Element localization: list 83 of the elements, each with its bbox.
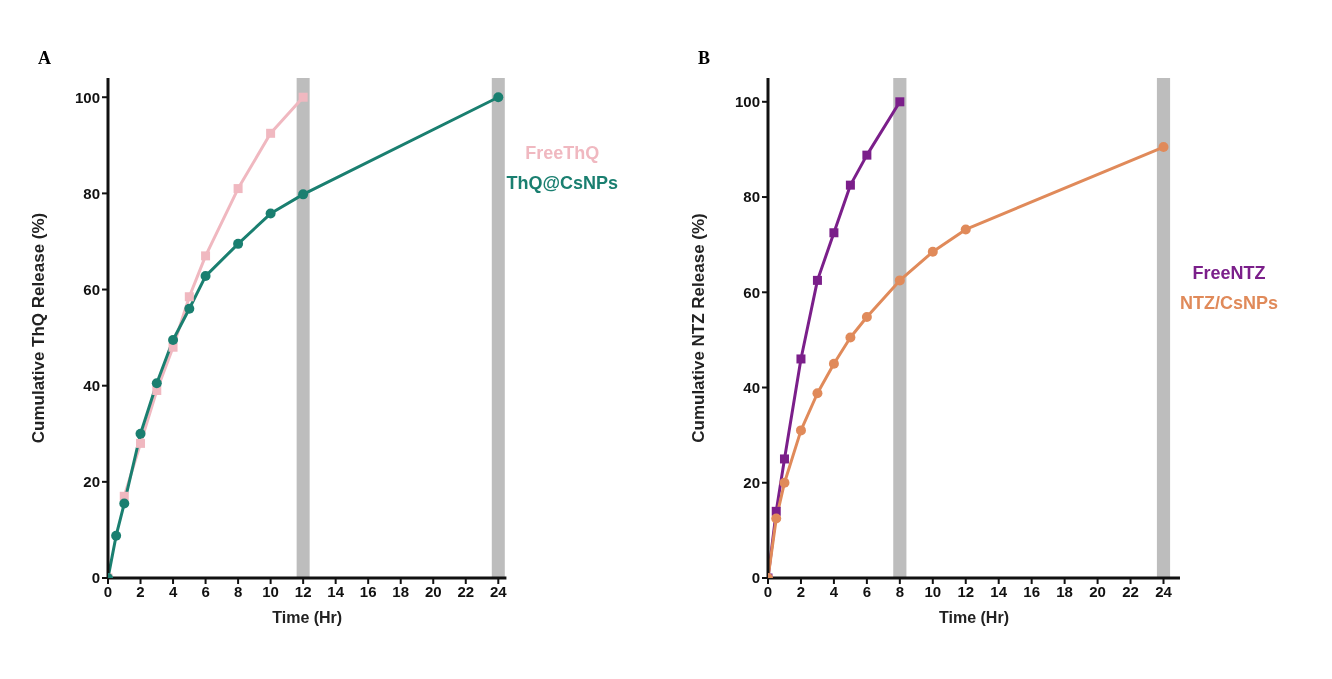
point bbox=[1158, 142, 1169, 153]
point bbox=[233, 238, 244, 249]
point bbox=[135, 428, 146, 439]
point bbox=[298, 92, 308, 102]
point bbox=[493, 92, 504, 103]
point bbox=[184, 303, 195, 314]
y-tick-label: 0 bbox=[751, 569, 760, 587]
y-axis-title: Cumulative NTZ Release (%) bbox=[689, 213, 709, 443]
text: NTZ/CsNPs bbox=[1179, 292, 1278, 315]
x-tick-label: 20 bbox=[1089, 582, 1106, 600]
x-tick-label: 2 bbox=[796, 582, 806, 600]
x-tick-label: 20 bbox=[424, 582, 442, 600]
x-axis-title: Time (Hr) bbox=[272, 609, 343, 626]
y-tick-label: 100 bbox=[734, 93, 760, 111]
point bbox=[168, 335, 179, 346]
x-tick-label: 22 bbox=[1122, 582, 1139, 600]
x-tick-label: 6 bbox=[862, 582, 872, 600]
text: FreeThQ bbox=[524, 142, 601, 165]
x-tick-label: 12 bbox=[294, 582, 312, 600]
x-tick-label: 0 bbox=[103, 582, 113, 600]
y-tick-label: 0 bbox=[91, 569, 100, 587]
point bbox=[200, 271, 211, 282]
point bbox=[845, 332, 856, 343]
x-tick-label: 8 bbox=[233, 582, 243, 600]
y-tick-label: 60 bbox=[743, 283, 760, 301]
point bbox=[298, 189, 309, 200]
point bbox=[119, 498, 130, 509]
x-tick-label: 16 bbox=[359, 582, 377, 600]
point bbox=[812, 275, 822, 285]
y-axis-title: Cumulative ThQ Release (%) bbox=[29, 212, 49, 444]
x-tick-label: 10 bbox=[262, 582, 279, 600]
x-tick-label: 6 bbox=[201, 582, 210, 600]
point bbox=[895, 97, 905, 107]
x-tick-label: 4 bbox=[168, 582, 178, 600]
y-tick-label: 80 bbox=[83, 184, 100, 202]
x-tick-label: 8 bbox=[895, 582, 905, 600]
chart-title: A bbox=[38, 48, 51, 69]
point bbox=[771, 513, 782, 524]
text: ThQ@CsNPs bbox=[506, 172, 618, 195]
x-axis-title: Time (Hr) bbox=[939, 609, 1009, 626]
point bbox=[779, 477, 790, 488]
x-tick-label: 14 bbox=[990, 582, 1008, 600]
x-tick-label: 0 bbox=[763, 582, 773, 600]
y-tick-label: 40 bbox=[743, 378, 760, 396]
x-tick-label: 12 bbox=[957, 582, 975, 600]
point bbox=[828, 358, 839, 369]
x-tick-label: 10 bbox=[924, 582, 942, 600]
point bbox=[111, 530, 122, 541]
point bbox=[151, 378, 162, 389]
point bbox=[233, 184, 243, 194]
x-tick-label: 24 bbox=[1155, 582, 1173, 600]
text: FreeNTZ bbox=[1191, 262, 1267, 285]
x-tick-label: 22 bbox=[457, 582, 475, 600]
point bbox=[184, 292, 194, 302]
point bbox=[894, 275, 905, 286]
y-tick-label: 20 bbox=[83, 473, 100, 491]
x-tick-label: 16 bbox=[1023, 582, 1041, 600]
y-tick-label: 20 bbox=[743, 474, 760, 492]
x-tick-label: 14 bbox=[327, 582, 345, 600]
y-tick-label: 40 bbox=[83, 377, 100, 395]
x-tick-label: 18 bbox=[392, 582, 410, 600]
point bbox=[136, 438, 146, 448]
x-tick-label: 24 bbox=[489, 582, 508, 600]
point bbox=[927, 246, 938, 257]
point bbox=[861, 312, 872, 323]
point bbox=[796, 354, 806, 364]
x-tick-label: 18 bbox=[1056, 582, 1073, 600]
point bbox=[862, 150, 872, 160]
point bbox=[812, 388, 823, 399]
point bbox=[960, 224, 971, 235]
point bbox=[265, 208, 276, 219]
point bbox=[795, 425, 806, 436]
y-tick-label: 80 bbox=[743, 188, 760, 206]
chart-title: B bbox=[698, 48, 711, 69]
point bbox=[201, 251, 211, 261]
y-tick-label: 100 bbox=[74, 88, 100, 106]
point bbox=[829, 228, 839, 238]
point bbox=[845, 180, 855, 190]
point bbox=[266, 128, 276, 138]
y-tick-label: 60 bbox=[83, 280, 100, 298]
x-tick-label: 2 bbox=[136, 582, 145, 600]
point bbox=[779, 454, 789, 464]
x-tick-label: 4 bbox=[829, 582, 839, 600]
